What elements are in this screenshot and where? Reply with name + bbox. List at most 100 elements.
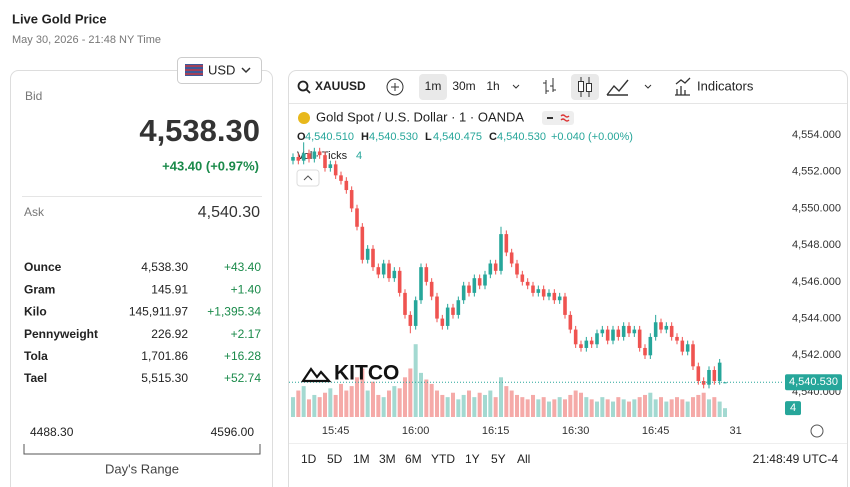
candle-body <box>333 164 338 176</box>
volume-bar <box>547 401 551 417</box>
last-volume: 4 <box>790 402 796 414</box>
candle-body <box>536 289 541 293</box>
range-button[interactable]: 5D <box>327 452 343 466</box>
candle-body <box>637 329 642 348</box>
candle-body <box>701 381 706 385</box>
volume-bar <box>632 399 637 417</box>
ohlc-key: C <box>489 131 497 143</box>
volume-bar <box>520 397 525 417</box>
chevrons[interactable] <box>512 84 652 89</box>
volume-bar <box>403 377 407 417</box>
volume-bar <box>472 397 477 417</box>
candle-body <box>461 285 466 301</box>
y-tick-label: 4,548.000 <box>792 239 841 251</box>
volume-bar <box>365 390 370 417</box>
chart-panel <box>288 70 848 487</box>
candle-body <box>451 307 455 315</box>
ask: 4,540.30 <box>198 204 260 221</box>
volume-bar <box>723 408 727 417</box>
volume-bar <box>333 394 338 417</box>
volume-bar <box>669 399 674 417</box>
symbol[interactable]: XAUUSD <box>315 79 366 93</box>
interval-active[interactable] <box>419 74 447 100</box>
candle-body <box>525 281 530 286</box>
add-symbol[interactable] <box>386 78 404 96</box>
candle-body <box>408 314 413 326</box>
unit-name: Tola <box>24 349 48 363</box>
ohlc-key: O <box>297 131 306 143</box>
search-icon-handle <box>305 88 311 94</box>
range-button[interactable]: 1Y <box>465 452 480 466</box>
candle-body <box>669 325 674 337</box>
volume-bar <box>387 390 391 417</box>
range-button[interactable]: 1D <box>301 452 317 466</box>
candle-body <box>291 156 295 161</box>
volume-bar <box>541 397 546 417</box>
interval[interactable]: 1h <box>486 79 499 93</box>
indicators[interactable]: Indicators <box>697 78 754 93</box>
interval[interactable]: 1m <box>425 79 442 93</box>
unit-name: Pennyweight <box>24 327 98 341</box>
logo: KITCO <box>334 362 399 385</box>
unit-change: +16.28 <box>224 349 261 363</box>
collapse-button[interactable] <box>296 169 320 187</box>
volume-bar <box>531 394 535 417</box>
volume-bar <box>419 372 423 417</box>
area-icon[interactable] <box>606 79 629 96</box>
range-button[interactable]: 1M <box>353 452 370 466</box>
volume-bar <box>499 377 503 417</box>
volume-bar <box>579 392 583 417</box>
range-button[interactable]: YTD <box>431 452 455 466</box>
range-button[interactable]: 5Y <box>491 452 506 466</box>
chart-title: Gold Spot / U.S. Dollar · 1 · OANDA <box>316 109 524 124</box>
volume-bar <box>429 383 434 417</box>
indicators-icon[interactable] <box>675 77 691 96</box>
volume-bar <box>616 397 621 417</box>
volume-bar <box>307 399 311 417</box>
volume-bar <box>291 397 295 417</box>
candles-active[interactable] <box>571 74 599 100</box>
candle-body <box>531 285 535 293</box>
candle-body <box>552 292 557 301</box>
candle-body <box>509 252 514 264</box>
volume-bar <box>557 397 562 417</box>
candle-body <box>621 325 626 337</box>
candle-body <box>456 300 461 315</box>
candle-body <box>355 208 359 227</box>
search-icon[interactable] <box>297 80 309 92</box>
candles-icon-body <box>578 81 584 92</box>
candle-body <box>696 366 701 382</box>
bid: 4,538.30 <box>139 113 260 148</box>
settings[interactable] <box>810 424 824 438</box>
ohlc-key: L <box>425 131 432 143</box>
volume-bar <box>323 392 327 417</box>
unit-price: 5,515.30 <box>141 371 188 385</box>
candle-body <box>589 340 594 345</box>
volume-bar <box>605 399 610 417</box>
candle-body <box>424 267 429 282</box>
bars-icon[interactable] <box>543 78 556 94</box>
volume-bar <box>440 394 445 417</box>
candle-body <box>296 156 301 161</box>
volume-bar <box>451 392 455 417</box>
volume-bar <box>360 368 365 417</box>
volume-bar <box>381 397 386 417</box>
timestamp: May 30, 2026 - 21:48 NY Time <box>12 34 161 46</box>
candle-body <box>568 314 573 330</box>
volume-bar <box>525 399 530 417</box>
candle-body <box>403 292 407 315</box>
range-button[interactable]: 3M <box>379 452 396 466</box>
volume-bar <box>685 401 690 417</box>
candle-body <box>611 329 615 341</box>
range-low: 4488.30 <box>30 425 74 439</box>
range-button[interactable]: 6M <box>405 452 422 466</box>
volume-bar <box>611 401 615 417</box>
ohlc-value: 4,540.530 <box>369 131 418 143</box>
range-button[interactable]: All <box>517 452 530 466</box>
candle-body <box>493 263 498 271</box>
interval[interactable]: 30m <box>452 79 475 93</box>
volume-bar <box>483 394 487 417</box>
volume-last: 4 <box>356 150 362 162</box>
ohlc-value: 4,540.475 <box>433 131 482 143</box>
